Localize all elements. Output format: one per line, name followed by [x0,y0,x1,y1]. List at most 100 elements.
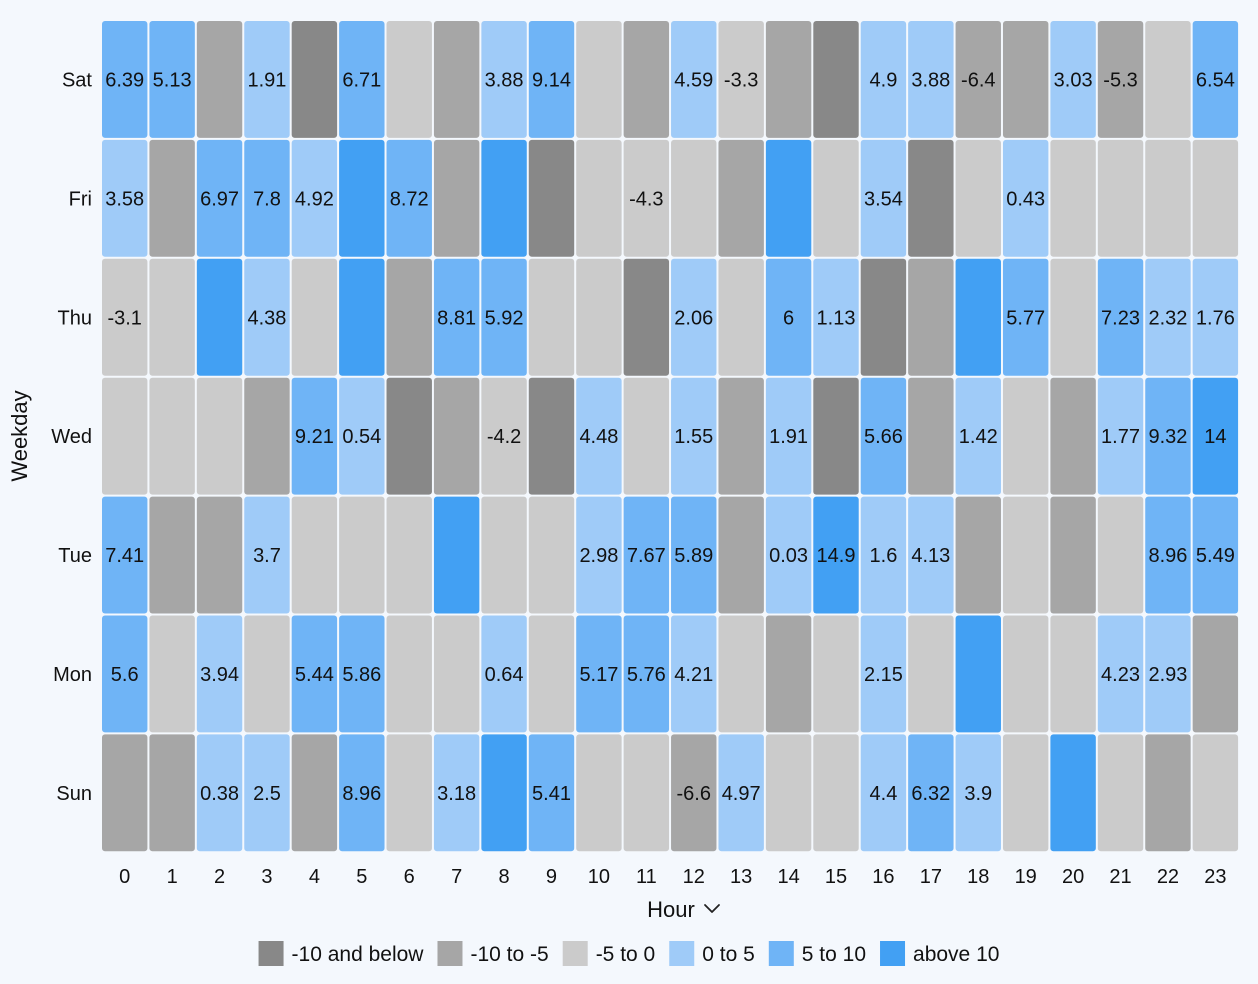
heatmap-cell-thu-18[interactable] [955,258,1001,376]
heatmap-cell-sat-16[interactable] [860,21,907,138]
heatmap-cell-mon-6[interactable] [386,615,432,733]
heatmap-cell-sun-12[interactable] [671,734,717,852]
heatmap-cell-fri-4[interactable] [291,139,338,257]
heatmap-cell-fri-15[interactable] [813,139,859,257]
heatmap-cell-mon-14[interactable] [765,615,812,733]
heatmap-cell-sun-13[interactable] [718,734,764,852]
heatmap-cell-tue-19[interactable] [1002,496,1049,614]
heatmap-cell-sat-13[interactable] [718,21,764,138]
heatmap-cell-mon-16[interactable] [860,615,907,733]
heatmap-cell-fri-18[interactable] [955,139,1001,257]
heatmap-cell-tue-8[interactable] [481,496,527,614]
heatmap-cell-thu-13[interactable] [718,258,764,376]
heatmap-cell-sun-22[interactable] [1145,734,1191,852]
heatmap-cell-tue-18[interactable] [955,496,1001,614]
heatmap-cell-wed-20[interactable] [1050,377,1096,495]
heatmap-cell-tue-17[interactable] [908,496,954,614]
heatmap-cell-mon-22[interactable] [1145,615,1191,733]
heatmap-cell-tue-6[interactable] [386,496,432,614]
heatmap-cell-sun-7[interactable] [433,734,480,852]
heatmap-cell-wed-18[interactable] [955,377,1001,495]
heatmap-cell-sat-2[interactable] [196,21,243,138]
heatmap-cell-fri-21[interactable] [1097,139,1144,257]
heatmap-cell-mon-19[interactable] [1002,615,1049,733]
heatmap-cell-wed-6[interactable] [386,377,432,495]
heatmap-cell-sat-10[interactable] [576,21,622,138]
legend-item[interactable]: above 10 [880,941,999,966]
heatmap-cell-mon-13[interactable] [718,615,764,733]
heatmap-cell-wed-19[interactable] [1002,377,1049,495]
heatmap-cell-mon-15[interactable] [813,615,859,733]
heatmap-cell-thu-14[interactable] [765,258,812,376]
heatmap-cell-thu-22[interactable] [1145,258,1191,376]
heatmap-cell-wed-23[interactable] [1192,377,1239,495]
heatmap-cell-wed-2[interactable] [196,377,243,495]
heatmap-cell-wed-1[interactable] [149,377,195,495]
heatmap-cell-fri-0[interactable] [102,139,148,257]
legend-item[interactable]: -5 to 0 [562,941,656,966]
heatmap-cell-fri-9[interactable] [528,139,575,257]
x-axis-title-group[interactable]: Hour [647,897,720,922]
heatmap-cell-wed-22[interactable] [1145,377,1191,495]
heatmap-cell-sat-4[interactable] [291,21,338,138]
heatmap-cell-wed-14[interactable] [765,377,812,495]
heatmap-cell-sat-15[interactable] [813,21,859,138]
heatmap-cell-tue-0[interactable] [102,496,148,614]
heatmap-cell-thu-6[interactable] [386,258,432,376]
heatmap-cell-sun-16[interactable] [860,734,907,852]
heatmap-cell-fri-13[interactable] [718,139,764,257]
heatmap-cell-fri-1[interactable] [149,139,195,257]
heatmap-cell-fri-10[interactable] [576,139,622,257]
heatmap-cell-thu-12[interactable] [671,258,717,376]
heatmap-cell-thu-23[interactable] [1192,258,1239,376]
heatmap-cell-tue-10[interactable] [576,496,622,614]
heatmap-cell-sun-6[interactable] [386,734,432,852]
heatmap-cell-tue-11[interactable] [623,496,670,614]
heatmap-cell-sat-1[interactable] [149,21,195,138]
heatmap-cell-wed-8[interactable] [481,377,527,495]
heatmap-cell-thu-17[interactable] [908,258,954,376]
heatmap-cell-sun-1[interactable] [149,734,195,852]
heatmap-cell-fri-2[interactable] [196,139,243,257]
heatmap-cell-sun-19[interactable] [1002,734,1049,852]
heatmap-cell-sun-9[interactable] [528,734,575,852]
heatmap-cell-tue-22[interactable] [1145,496,1191,614]
heatmap-cell-wed-10[interactable] [576,377,622,495]
heatmap-cell-mon-0[interactable] [102,615,148,733]
heatmap-cell-mon-21[interactable] [1097,615,1144,733]
heatmap-cell-mon-17[interactable] [908,615,954,733]
heatmap-cell-wed-11[interactable] [623,377,670,495]
heatmap-cell-mon-1[interactable] [149,615,195,733]
heatmap-cell-fri-3[interactable] [244,139,290,257]
heatmap-cell-sun-4[interactable] [291,734,338,852]
heatmap-cell-wed-13[interactable] [718,377,764,495]
heatmap-cell-sun-11[interactable] [623,734,670,852]
heatmap-cell-mon-18[interactable] [955,615,1001,733]
heatmap-cell-fri-14[interactable] [765,139,812,257]
heatmap-cell-tue-5[interactable] [339,496,385,614]
heatmap-cell-wed-15[interactable] [813,377,859,495]
heatmap-cell-sat-17[interactable] [908,21,954,138]
heatmap-cell-thu-4[interactable] [291,258,338,376]
heatmap-cell-mon-11[interactable] [623,615,670,733]
heatmap-cell-sat-14[interactable] [765,21,812,138]
heatmap-cell-mon-5[interactable] [339,615,385,733]
heatmap-cell-sun-5[interactable] [339,734,385,852]
heatmap-cell-thu-11[interactable] [623,258,670,376]
heatmap-cell-tue-20[interactable] [1050,496,1096,614]
heatmap-cell-sat-18[interactable] [955,21,1001,138]
heatmap-cell-sun-8[interactable] [481,734,527,852]
heatmap-cell-tue-15[interactable] [813,496,859,614]
heatmap-cell-sun-23[interactable] [1192,734,1239,852]
heatmap-cell-sat-9[interactable] [528,21,575,138]
heatmap-cell-mon-7[interactable] [433,615,480,733]
heatmap-cell-sun-3[interactable] [244,734,290,852]
heatmap-cell-wed-21[interactable] [1097,377,1144,495]
heatmap-cell-tue-13[interactable] [718,496,764,614]
heatmap-cell-tue-2[interactable] [196,496,243,614]
heatmap-cell-sat-3[interactable] [244,21,290,138]
heatmap-cell-mon-3[interactable] [244,615,290,733]
heatmap-cell-thu-7[interactable] [433,258,480,376]
heatmap-cell-fri-17[interactable] [908,139,954,257]
heatmap-cell-sat-19[interactable] [1002,21,1049,138]
